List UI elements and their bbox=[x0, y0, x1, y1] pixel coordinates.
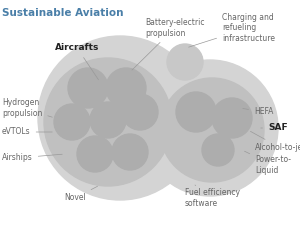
Text: Sustainable Aviation: Sustainable Aviation bbox=[2, 8, 124, 18]
Circle shape bbox=[68, 68, 108, 108]
Circle shape bbox=[90, 102, 126, 138]
Circle shape bbox=[167, 44, 203, 80]
Circle shape bbox=[176, 92, 216, 132]
Circle shape bbox=[106, 68, 146, 108]
Text: Charging and
refueling
infrastructure: Charging and refueling infrastructure bbox=[189, 13, 275, 47]
Text: HEFA: HEFA bbox=[243, 108, 273, 117]
Circle shape bbox=[38, 36, 202, 200]
Circle shape bbox=[160, 78, 264, 182]
Circle shape bbox=[122, 94, 158, 130]
Circle shape bbox=[202, 134, 234, 166]
Circle shape bbox=[44, 58, 172, 186]
Text: Power-to-
Liquid: Power-to- Liquid bbox=[244, 151, 291, 175]
Text: Novel: Novel bbox=[64, 186, 98, 202]
Text: Hydrogen
propulsion: Hydrogen propulsion bbox=[2, 98, 52, 118]
Text: Aircrafts: Aircrafts bbox=[55, 43, 99, 80]
Text: Fuel efficiency
software: Fuel efficiency software bbox=[185, 185, 240, 208]
Text: SAF: SAF bbox=[261, 124, 288, 133]
Circle shape bbox=[212, 98, 252, 138]
Circle shape bbox=[142, 60, 278, 196]
Text: Airships: Airships bbox=[2, 153, 62, 162]
Text: Battery-electric
propulsion: Battery-electric propulsion bbox=[132, 18, 205, 70]
Circle shape bbox=[112, 134, 148, 170]
Text: eVTOLs: eVTOLs bbox=[2, 128, 52, 137]
Circle shape bbox=[54, 104, 90, 140]
Text: Alcohol-to-jet: Alcohol-to-jet bbox=[250, 131, 300, 153]
Circle shape bbox=[77, 136, 113, 172]
